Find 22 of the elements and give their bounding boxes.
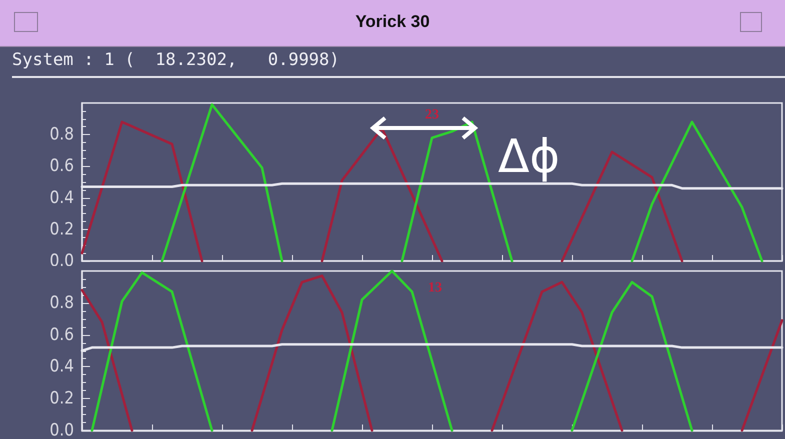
y-tick-label: 0.0 <box>50 251 74 271</box>
line-series <box>330 270 454 432</box>
y-tick-label: 0.6 <box>50 324 74 345</box>
annotation: Δϕ <box>498 129 560 183</box>
line-series <box>250 274 374 432</box>
line-series <box>80 120 204 262</box>
line-series <box>630 120 764 262</box>
y-tick-label: 0.2 <box>50 388 74 409</box>
y-tick-label: 0.6 <box>50 156 74 176</box>
y-tick-label: 0.8 <box>50 124 74 145</box>
annotation: 23 <box>425 108 439 122</box>
line-series <box>90 271 214 432</box>
chart-subtitle: System : 1 ( 18.2302, 0.9998) <box>12 50 785 78</box>
annotation: 13 <box>428 280 442 296</box>
line-series <box>570 280 694 432</box>
y-tick-label: 0.4 <box>50 356 74 377</box>
line-series <box>490 280 624 432</box>
y-tick-label: 0.8 <box>50 292 74 313</box>
y-tick-label: 0.0 <box>50 420 74 439</box>
y-tick-label: 0.2 <box>50 219 74 240</box>
chart-title: Yorick 30 <box>354 12 431 32</box>
y-tick-label: 0.4 <box>50 188 74 208</box>
